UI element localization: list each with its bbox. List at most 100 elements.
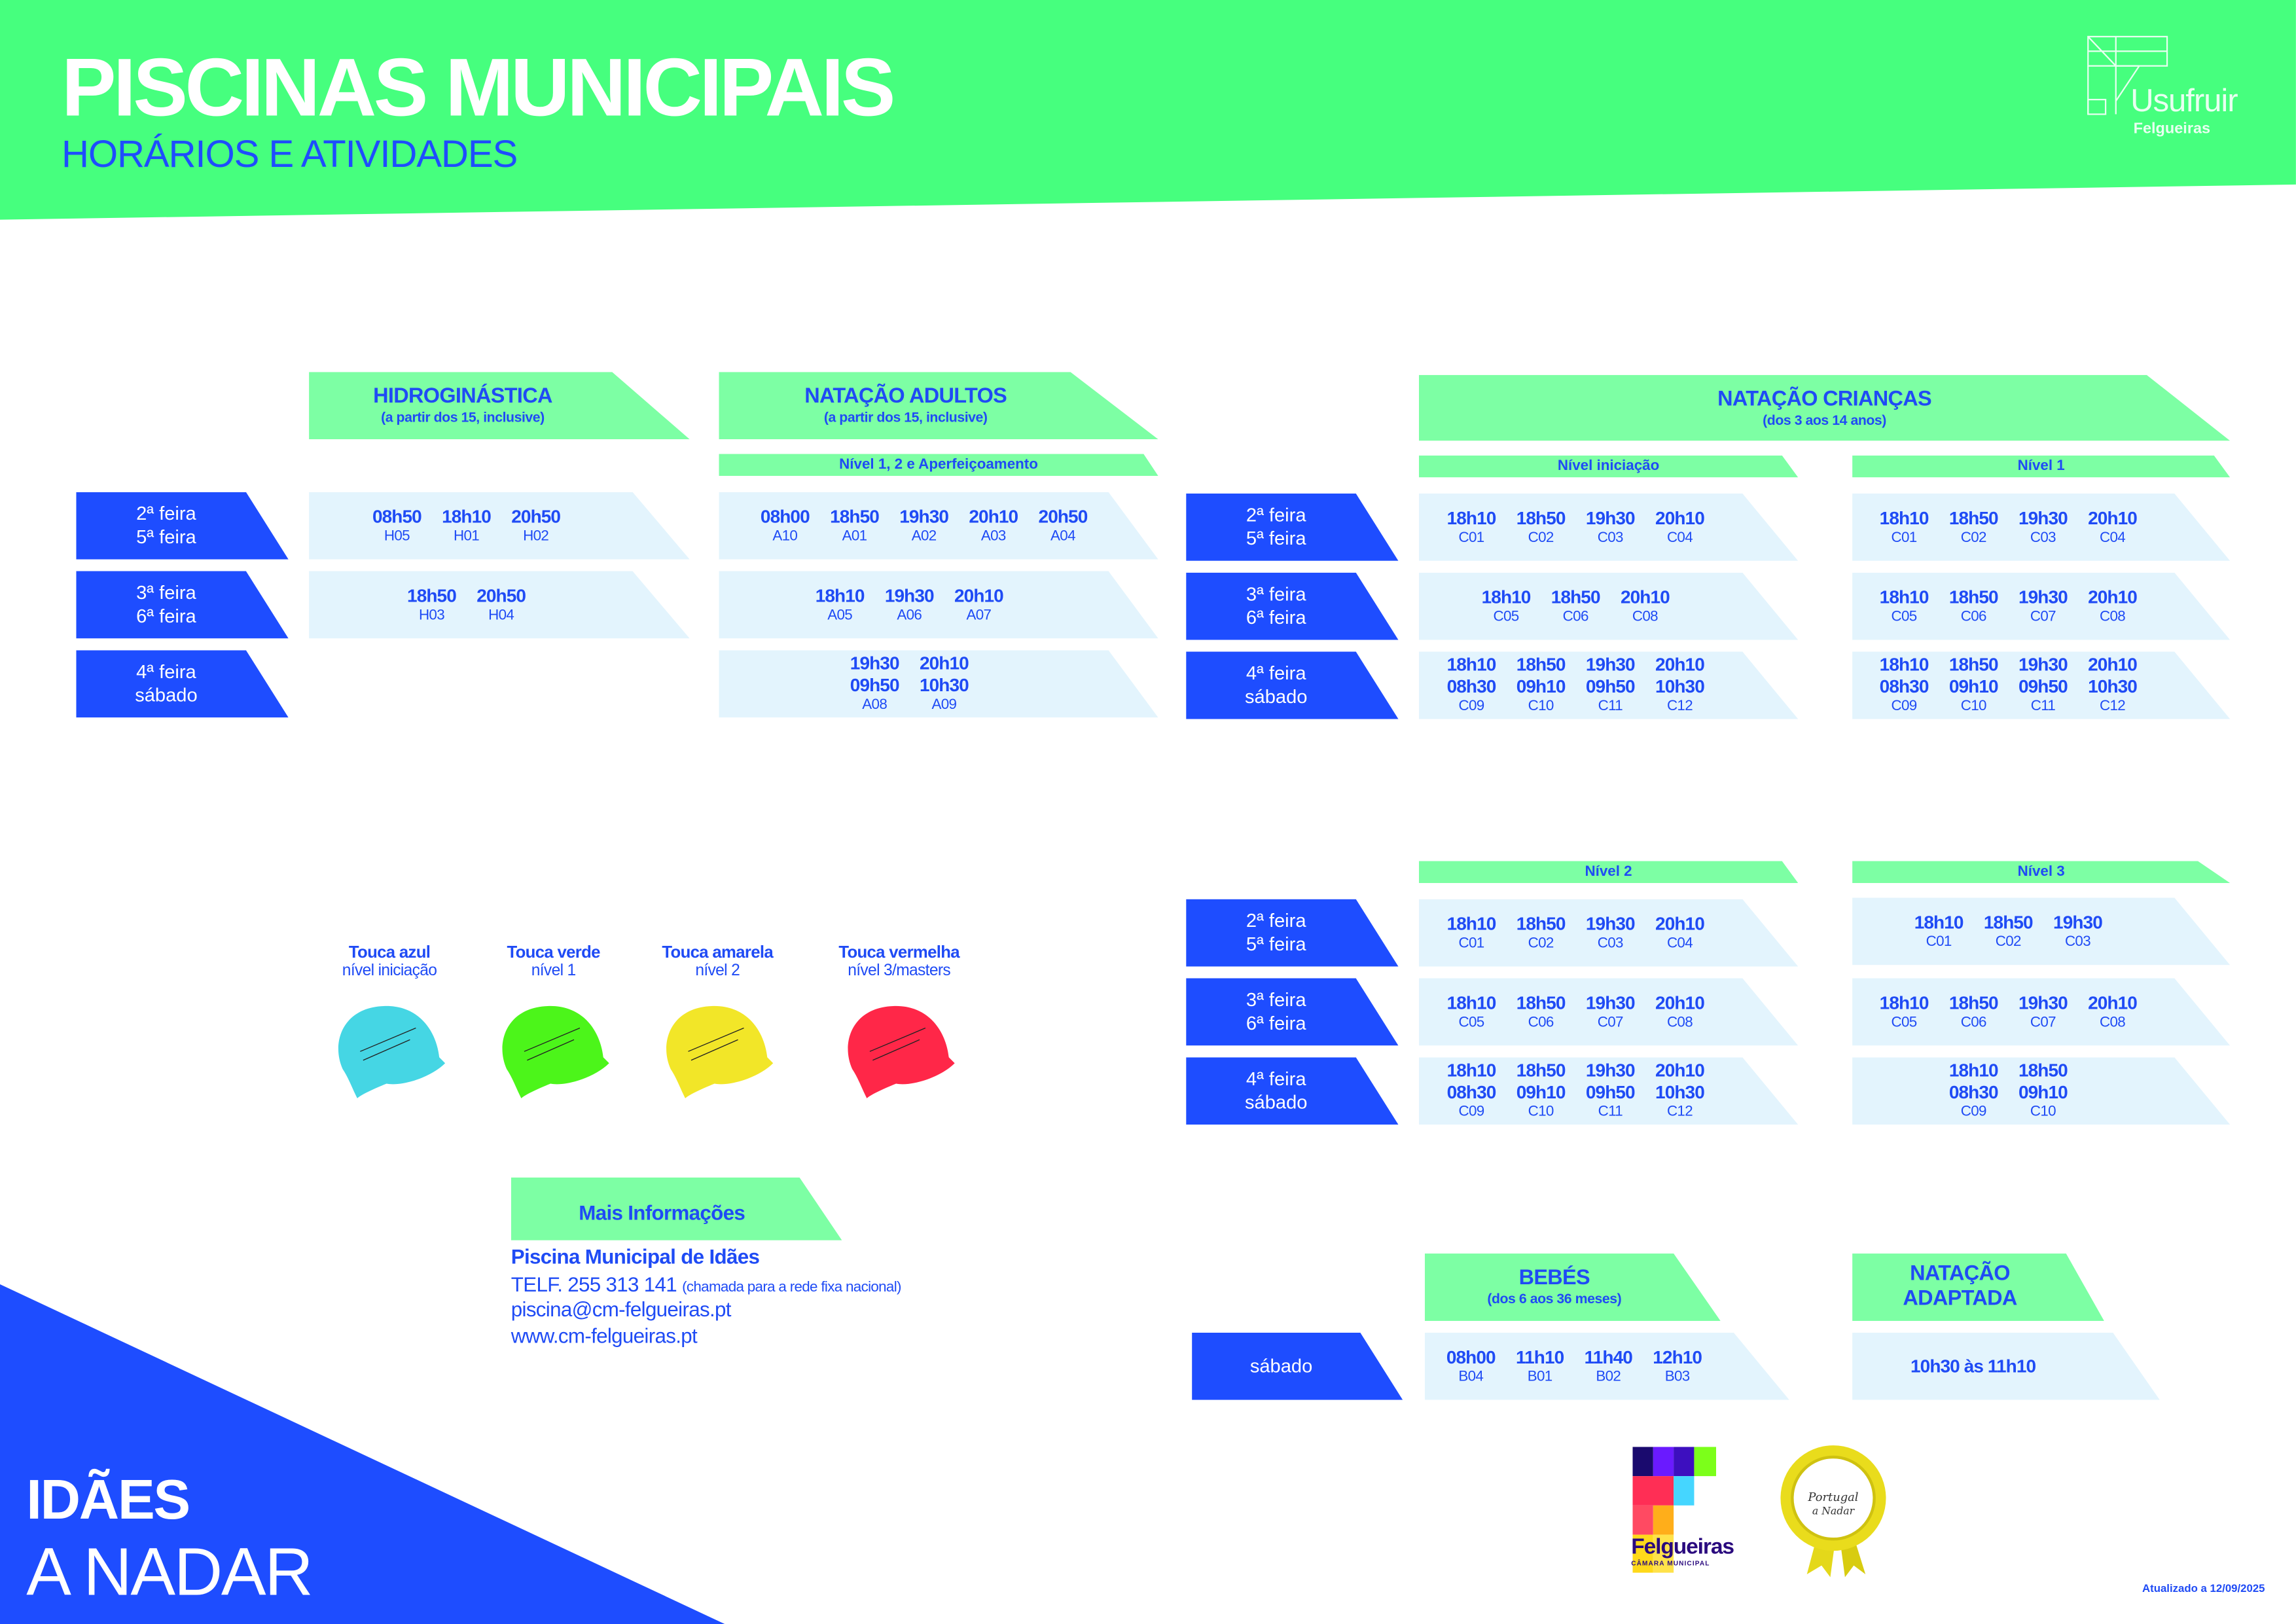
cap-level: nível 1 [531,962,576,980]
bebes-header: BEBÉS (dos 6 aos 36 meses) [1425,1254,1721,1321]
section-title: NATAÇÃO CRIANÇAS [1717,387,1931,411]
class-time: 09h10 [1516,676,1566,697]
website-link[interactable]: www.cm-felgueiras.pt [511,1324,698,1348]
phone-number[interactable]: TELF. 255 313 141 [511,1272,677,1296]
class-time: 18h10 [1879,992,1929,1013]
schedule-cell: 18h10 08h30 C09 18h50 09h10 C10 19h30 09h50 C11 2… [1419,652,1798,719]
level-label: Nível iniciação [1419,456,1798,478]
class-slot: 20h10 C04 [2088,507,2137,547]
class-time: 18h50 [1516,1060,1566,1081]
page-title: PISCINAS MUNICIPAIS [61,41,896,134]
schedule-cell: 18h10 C05 18h50 C06 19h30 C07 20h10 C08 [1419,978,1798,1045]
class-slot: 18h50 09h10 C10 [1516,1060,1566,1122]
schedule-cell: 18h10 08h30 C09 18h50 09h10 C10 19h30 09h50 C11 2… [1419,1057,1798,1125]
class-time: 10h30 [1655,1082,1704,1103]
swim-cap-icon [666,1005,774,1098]
schedule-cell: 18h10 C05 18h50 C06 19h30 C07 20h10 C08 [1852,978,2230,1045]
class-code: C06 [1528,1014,1554,1030]
class-slot: 20h10 C04 [1655,913,1704,952]
day-name: 5ª feira [1246,933,1306,955]
day-name: 6ª feira [136,604,196,627]
day-label: 2ª feira 5ª feira [1186,494,1398,561]
class-time: 18h50 [1983,911,2033,932]
class-time: 18h10 [1446,992,1496,1013]
class-time: 12h10 [1653,1346,1702,1367]
class-code: C05 [1891,1014,1917,1030]
class-code: C01 [1926,933,1952,950]
class-code: A08 [862,696,888,713]
day-name: 6ª feira [1246,606,1306,628]
schedule-cell: 18h50 H03 20h50 H04 [309,571,690,639]
class-code: C05 [1891,608,1917,625]
class-code: C04 [1666,935,1693,952]
class-time: 19h30 [2018,655,2068,676]
email-link[interactable]: piscina@cm-felgueiras.pt [511,1297,732,1321]
day-label: 2ª feira 5ª feira [76,492,288,560]
day-name: sábado [135,683,198,706]
day-name: sábado [1245,685,1308,708]
class-slot: 18h50 C06 [1516,992,1566,1032]
pool-name: Piscina Municipal de Idães [511,1244,760,1269]
class-code: C08 [2100,1014,2126,1030]
class-time: 09h10 [2018,1082,2068,1103]
class-time: 18h50 [407,585,456,606]
class-time: 20h10 [1655,1060,1704,1081]
class-time: 20h10 [1655,655,1704,676]
day-label: 3ª feira 6ª feira [76,571,288,639]
class-slot: 20h10 A03 [969,506,1018,545]
class-time: 20h50 [476,585,526,606]
class-slot: 18h10 H01 [442,506,491,545]
svg-text:a Nadar: a Nadar [1812,1504,1856,1517]
class-code: C08 [2100,608,2126,625]
day-name: 4ª feira [1246,1067,1306,1090]
cap-level: nível iniciação [342,962,437,980]
class-code: A09 [931,696,957,713]
schedule-cell: 08h00 A10 18h50 A01 19h30 A02 20h10 A03 20h50 A04 [719,492,1158,560]
class-code: H02 [523,528,549,545]
class-time: 10h30 às 11h10 [1910,1356,2036,1377]
class-time: 18h50 [830,505,879,527]
class-code: A06 [897,607,922,623]
class-time: 19h30 [1585,1060,1635,1081]
class-code: C06 [1562,608,1588,625]
class-slot: 08h00 B04 [1446,1346,1496,1386]
footer-title-line2: A NADAR [26,1533,313,1610]
class-time: 08h50 [372,505,422,527]
class-time: 08h30 [1446,1082,1496,1103]
class-time: 19h30 [1585,507,1635,528]
class-time: 18h10 [1914,911,1964,932]
class-slot: 18h10 08h30 C09 [1447,1060,1496,1122]
class-slot: 18h10 C01 [1880,507,1929,547]
class-code: C06 [1960,608,1986,625]
svg-text:Portugal: Portugal [1807,1490,1858,1504]
section-title: ADAPTADA [1903,1287,2017,1311]
class-time: 19h30 [1585,655,1635,676]
class-slot: 12h10 B03 [1653,1346,1702,1386]
natacao-adaptada-header: NATAÇÃO ADAPTADA [1852,1254,2104,1321]
class-slot: 20h50 A04 [1039,506,1088,545]
class-slot: 18h10 C01 [1914,912,1964,951]
brand-name: Usufruir [2130,82,2238,119]
class-code: A07 [966,607,992,623]
class-code: C08 [1666,1014,1693,1030]
class-time: 20h10 [1655,507,1704,528]
class-code: H05 [384,528,410,545]
class-slot: 20h10 A07 [954,585,1003,624]
section-subtitle: (a partir dos 15, inclusive) [823,410,988,427]
schedule-cell: 18h10 C05 18h50 C06 20h10 C08 [1419,573,1798,640]
class-slot: 18h10 08h30 C09 [1447,655,1496,716]
class-code: C09 [1458,698,1484,715]
class-time: 09h10 [1516,1082,1566,1103]
day-name: 4ª feira [136,660,196,683]
footer-title-line1: IDÃES [26,1470,190,1532]
class-time: 11h40 [1584,1346,1632,1367]
natacao-criancas-header: NATAÇÃO CRIANÇAS (dos 3 aos 14 anos) [1419,375,2230,441]
day-label: sábado [1192,1333,1403,1400]
class-time: 19h30 [2018,586,2068,607]
adaptada-cell: 10h30 às 11h10 [1852,1333,2160,1400]
class-code: C11 [1598,698,1623,715]
class-time: 18h10 [815,585,865,606]
class-time: 19h30 [2018,507,2068,528]
class-slot: 18h50 C06 [1551,586,1600,626]
class-slot: 11h10 B01 [1516,1346,1564,1386]
